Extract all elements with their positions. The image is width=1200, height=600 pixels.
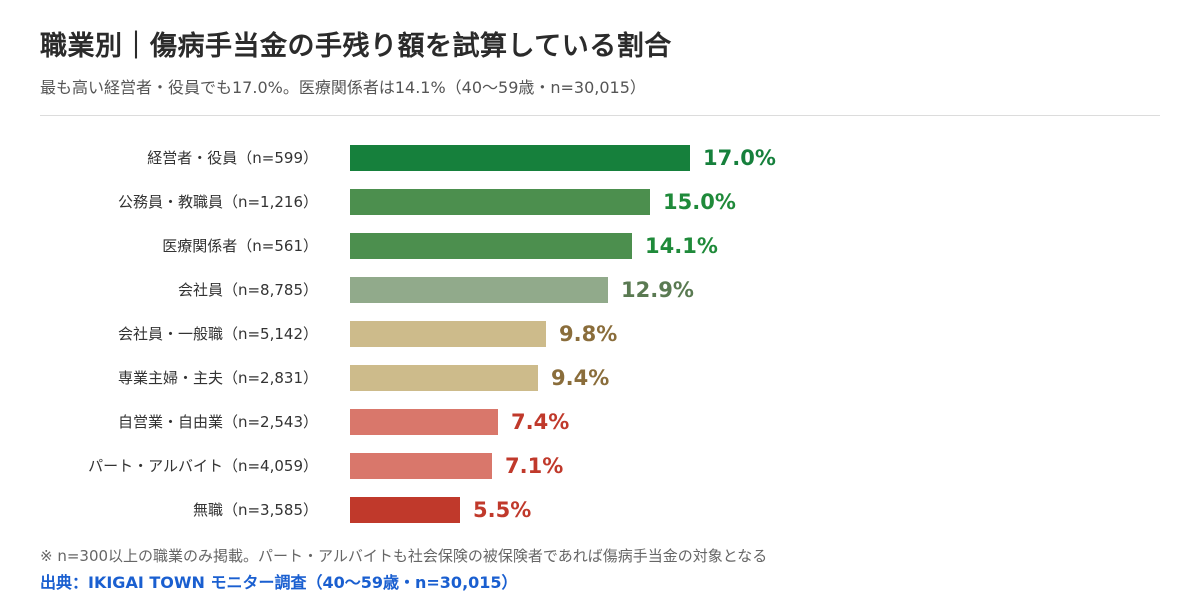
category-label: 無職（n=3,585） [193,501,318,519]
bar [350,233,632,259]
bar [350,365,538,391]
chart-subtitle: 最も高い経営者・役員でも17.0%。医療関係者は14.1%（40〜59歳・n=3… [40,78,646,97]
category-label: パート・アルバイト（n=4,059） [88,457,318,475]
value-label: 12.9% [621,278,694,302]
footnote: ※ n=300以上の職業のみ掲載。パート・アルバイトも社会保険の被保険者であれば… [40,547,768,565]
bar [350,409,498,435]
category-label: 経営者・役員（n=599） [147,149,318,167]
bar [350,321,546,347]
header-divider [40,115,1160,116]
value-label: 9.8% [559,322,617,346]
category-label: 会社員（n=8,785） [178,281,318,299]
value-label: 14.1% [645,234,718,258]
bar [350,497,460,523]
bar [350,277,608,303]
category-label: 公務員・教職員（n=1,216） [118,193,318,211]
category-label: 医療関係者（n=561） [162,237,318,255]
value-label: 15.0% [663,190,736,214]
chart-title: 職業別｜傷病手当金の手残り額を試算している割合 [40,31,672,62]
source-link[interactable]: 出典：IKIGAI TOWN モニター調査（40〜59歳・n=30,015） [40,573,518,592]
category-label: 自営業・自由業（n=2,543） [118,413,318,431]
bar [350,453,492,479]
bar [350,189,650,215]
value-label: 5.5% [473,498,531,522]
category-label: 専業主婦・主夫（n=2,831） [118,369,318,387]
value-label: 7.4% [511,410,569,434]
category-label: 会社員・一般職（n=5,142） [118,325,318,343]
value-label: 17.0% [703,146,776,170]
value-label: 7.1% [505,454,563,478]
bar [350,145,690,171]
value-label: 9.4% [551,366,609,390]
